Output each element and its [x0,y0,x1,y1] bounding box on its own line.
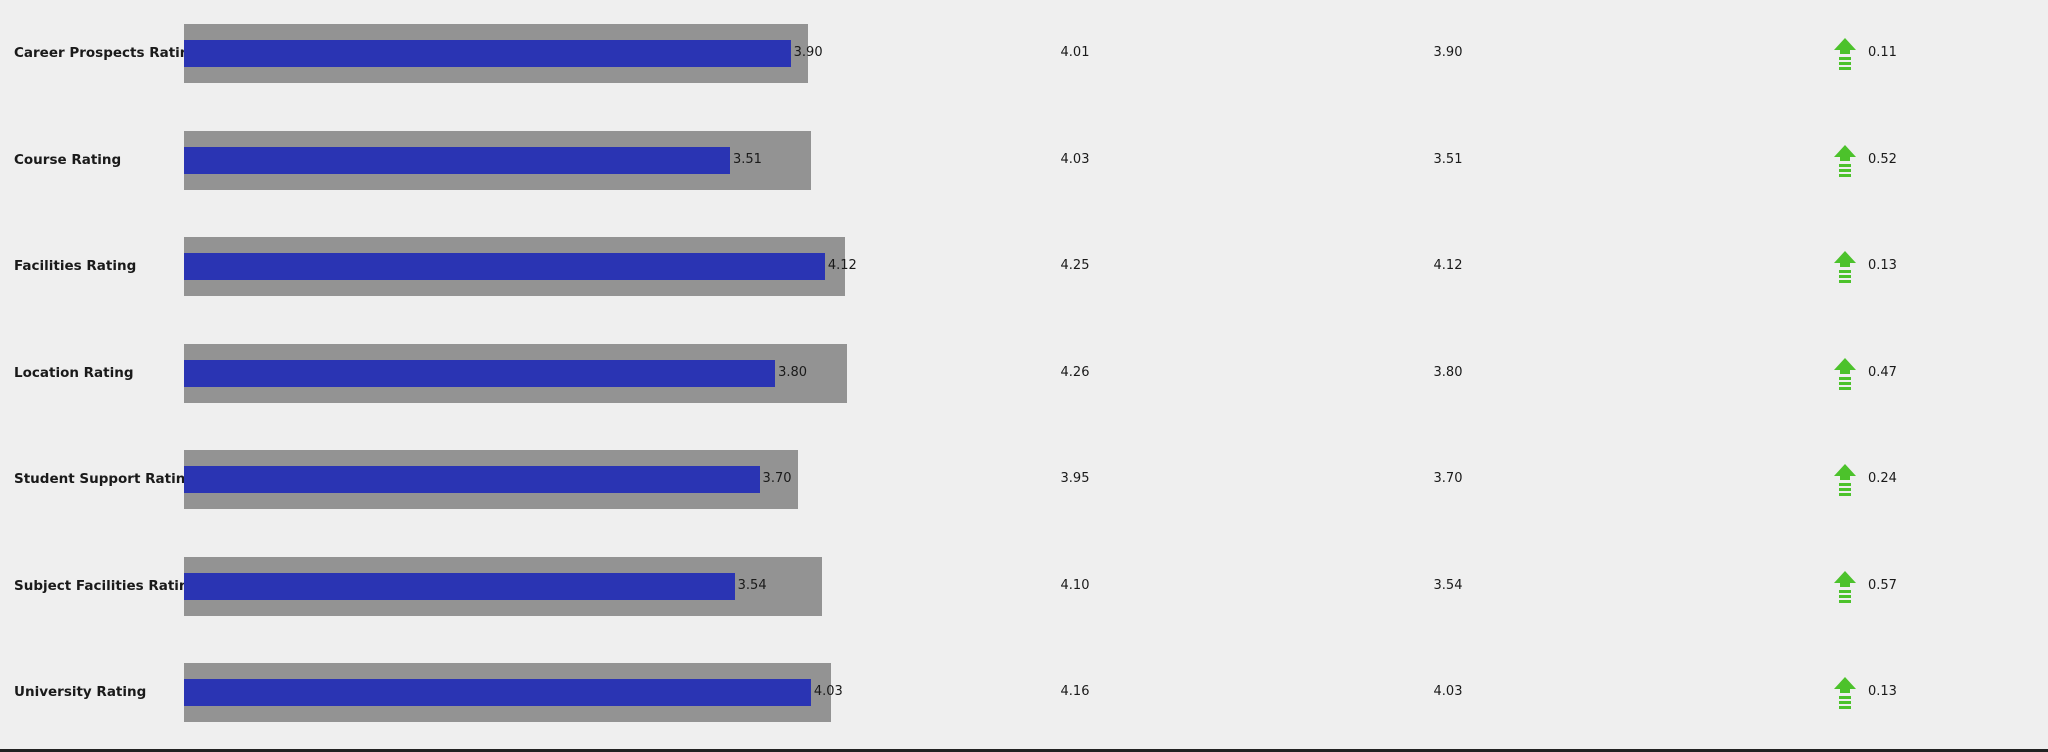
bar-value-label: 3.51 [733,151,762,167]
arrow-up-icon [1834,464,1856,496]
table-row: Location Rating 3.80 4.26 3.80 0.47 [0,320,2048,426]
value-bar [184,572,735,600]
difference-value: 0.52 [1868,151,1897,167]
difference-value: 0.24 [1868,471,1897,486]
value-bar [184,466,760,493]
value-bar [184,146,730,174]
row-label: Facilities Rating [14,258,137,274]
value-bar [184,253,825,280]
difference-value: 0.11 [1868,45,1897,60]
arrow-up-icon [1834,677,1856,709]
difference-value: 0.13 [1868,684,1897,699]
bullet-bar: 4.12 [184,213,884,319]
target-value: 4.25 [1060,258,1090,273]
row-label: Career Prospects Rating [14,45,200,61]
actual-value: 3.51 [1433,151,1463,167]
table-row: Course Rating 3.51 4.03 3.51 0.52 [0,107,2048,213]
difference-value: 0.57 [1868,577,1897,593]
target-value: 4.10 [1060,577,1090,593]
actual-value: 4.12 [1433,258,1463,273]
bar-value-label: 3.54 [737,577,767,593]
bar-value-label: 4.03 [813,684,843,699]
actual-value: 4.03 [1433,684,1463,699]
target-value: 4.01 [1060,45,1090,60]
bullet-bar: 3.54 [184,533,884,639]
row-label: University Rating [14,684,147,700]
arrow-up-icon [1834,38,1856,70]
difference-value: 0.47 [1868,364,1897,380]
bar-value-label: 4.12 [827,258,857,273]
table-row: University Rating 4.03 4.16 4.03 0.13 [0,639,2048,745]
difference-value: 0.13 [1868,258,1897,273]
bullet-bar: 3.90 [184,0,884,106]
row-label: Course Rating [14,151,122,168]
row-label: Subject Facilities Rating [14,577,199,594]
bullet-bar: 3.80 [184,320,884,426]
bullet-bar: 4.03 [184,639,884,745]
row-label: Student Support Rating [14,471,195,487]
actual-value: 3.54 [1433,577,1463,593]
value-bar [184,40,791,67]
target-value: 3.95 [1060,471,1090,486]
target-value: 4.03 [1060,151,1090,167]
bar-value-label: 3.90 [793,45,823,60]
actual-value: 3.90 [1433,45,1463,60]
value-bar [184,359,776,387]
target-value: 4.16 [1060,684,1090,699]
table-row: Subject Facilities Rating 3.54 4.10 3.54 0.5… [0,533,2048,639]
bullet-bar: 3.51 [184,107,884,213]
arrow-up-icon [1834,570,1856,603]
actual-value: 3.70 [1433,471,1463,486]
actual-value: 3.80 [1433,364,1463,380]
row-label: Location Rating [14,364,134,381]
arrow-up-icon [1834,357,1856,390]
bar-value-label: 3.70 [762,471,792,486]
table-row: Career Prospects Rating 3.90 4.01 3.90 0.11 [0,0,2048,106]
bottom-divider [0,749,2048,752]
target-value: 4.26 [1060,364,1090,380]
bar-value-label: 3.80 [778,364,808,380]
table-row: Facilities Rating 4.12 4.25 4.12 0.13 [0,213,2048,319]
bullet-bar: 3.70 [184,426,884,532]
arrow-up-icon [1834,144,1856,177]
table-row: Student Support Rating 3.70 3.95 3.70 0.24 [0,426,2048,532]
arrow-up-icon [1834,251,1856,283]
value-bar [184,679,811,706]
